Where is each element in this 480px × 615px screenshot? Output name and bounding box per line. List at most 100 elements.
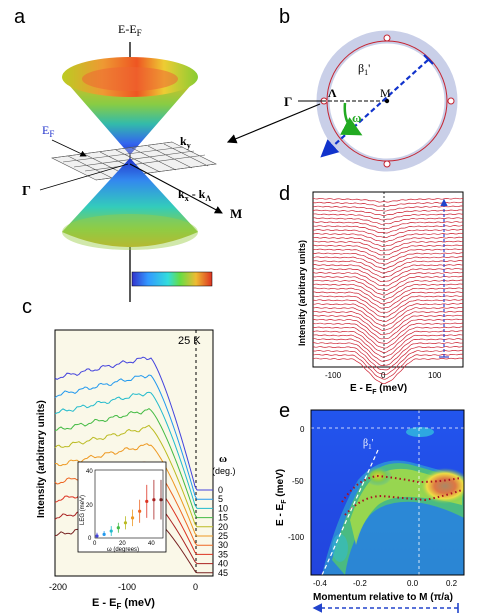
panel-label-d: d	[279, 183, 291, 205]
edc-curve	[54, 391, 213, 509]
panel-label-c: c	[22, 296, 32, 318]
edc-curve	[54, 356, 213, 491]
symmetrized-edc-curve	[312, 264, 464, 278]
symmetrized-edc-curve	[313, 303, 463, 323]
upper-cone	[62, 77, 198, 155]
symmetrized-edc-curve	[312, 267, 464, 282]
symmetrized-edc-curve	[312, 197, 464, 203]
inset-xlabel: ω (degrees)	[107, 547, 139, 553]
panel-e-xlabel: Momentum relative to M (π/a)	[313, 592, 453, 603]
panel-b-gamma-label: Γ	[284, 94, 292, 109]
inset-data-point	[138, 509, 142, 513]
panel-a-ky-label: ky	[180, 134, 191, 150]
symmetrized-edc-curve	[313, 240, 464, 252]
symmetrized-edc-curve	[313, 326, 464, 349]
symmetrized-edc-curve	[312, 291, 464, 309]
panel-d-xtick-1: 0	[381, 371, 386, 380]
omega-value-label: 25	[218, 531, 228, 541]
panel-e-xtick-1: -0.2	[353, 579, 367, 588]
symmetrized-edc-curve	[312, 248, 464, 260]
panel-c-xtick-1: -100	[118, 582, 136, 592]
symmetrized-edc-curve	[312, 224, 464, 234]
omega-value-label: 40	[218, 559, 228, 569]
panel-e-xtick-3: 0.2	[446, 579, 458, 588]
symmetrized-edc-curve	[312, 201, 464, 208]
panel-e-ytick-0: 0	[300, 425, 305, 434]
symmetrized-edc-curve	[312, 256, 464, 270]
symmetrized-edc-curve	[312, 318, 464, 340]
panel-b-omega-label: ω	[352, 110, 362, 125]
panel-d-xtick-2: 100	[428, 371, 442, 380]
symmetrized-edc-curve	[312, 353, 464, 380]
inset-data-point	[159, 498, 163, 502]
panel-b-lambda-label: Λ	[328, 86, 337, 100]
inset-ytick-1: 20	[86, 503, 93, 509]
symmetrized-edc-curve	[312, 306, 464, 327]
panel-a-gamma-label: Γ	[22, 184, 31, 199]
beta-guide-line	[321, 449, 379, 575]
inset-data-point	[152, 498, 156, 502]
symmetrized-edc-curve	[312, 244, 464, 256]
symmetrized-edc-curve	[313, 338, 464, 362]
omega-value-label: 10	[218, 503, 228, 513]
panel-label-a: a	[14, 6, 26, 28]
omega-value-label: 35	[218, 549, 228, 559]
fermi-plane-grid	[50, 141, 218, 181]
panel-c-ylabel: Intensity (arbitrary units)	[36, 400, 47, 518]
inset-ytick-0: 0	[88, 536, 92, 542]
panel-label-e: e	[279, 400, 291, 422]
panel-a-kx-label: kx - kΛ	[178, 187, 211, 203]
symmetrized-edc-curve	[312, 205, 464, 212]
panel-c-xtick-0: -200	[49, 582, 67, 592]
omega-value-label: 15	[218, 513, 228, 523]
inset-xtick-0: 0	[93, 541, 97, 547]
panel-b-fermi-surface: ω Γ Λ M β1'	[226, 30, 458, 172]
panel-c-xtick-2: 0	[193, 582, 198, 592]
edc-curve	[54, 424, 213, 528]
symmetrized-edc-curve	[312, 310, 464, 331]
panel-e-ylabel: E - EF (meV)	[275, 469, 288, 526]
symmetrized-edc-curve	[312, 322, 464, 344]
inset-data-point	[102, 532, 106, 536]
inset-xtick-2: 40	[148, 541, 155, 547]
inset-points	[95, 479, 163, 538]
inset-data-point	[145, 499, 149, 503]
symmetrized-edc-curve	[312, 357, 464, 385]
panel-b-beta-label: β1'	[358, 61, 370, 77]
lower-cone	[62, 158, 198, 247]
d-curves	[312, 197, 464, 385]
inset-ylabel: LEG (meV)	[80, 495, 86, 525]
symmetrized-edc-curve	[312, 330, 464, 354]
omega-value-label: 5	[218, 494, 223, 504]
omega-value-label: 0	[218, 485, 223, 495]
symmetrized-edc-curve	[312, 349, 464, 376]
inset-xtick-1: 20	[119, 541, 126, 547]
panel-connector-arrow	[226, 103, 321, 144]
inset-ytick-2: 40	[86, 469, 93, 475]
panel-e-beta-label: β1'	[363, 438, 374, 451]
symmetrized-edc-curve	[312, 252, 464, 265]
symmetrized-edc-curve	[312, 260, 464, 274]
symmetrized-edc-curve	[312, 345, 464, 371]
symmetrized-edc-curve	[312, 283, 464, 300]
inset-data-point	[123, 521, 128, 525]
panel-c-inset: 0 20 40 0 20 40 ω (degrees) LEG (meV)	[77, 461, 167, 553]
panel-d-frame	[312, 191, 464, 368]
panel-c-xlabel: E - EF (meV)	[92, 597, 155, 611]
omega-value-label: 45	[218, 568, 228, 578]
edc-curve	[54, 407, 213, 519]
symmetrized-edc-curve	[312, 299, 464, 318]
panel-d-edc-plot: Intensity (arbitrary units) -100 0 100 E…	[297, 191, 464, 396]
panel-e-ytick-2: -100	[288, 533, 305, 542]
symmetrized-edc-curve	[312, 295, 464, 313]
symmetrized-edc-curve	[312, 275, 464, 291]
symmetrized-edc-curve	[312, 213, 464, 221]
symmetrized-edc-curve	[313, 228, 464, 239]
symmetrized-edc-curve	[312, 342, 464, 366]
panel-a-dirac-cone: E-EF EF ky Γ M kx - kΛ	[22, 22, 242, 302]
panel-a-m-label: M	[230, 206, 242, 221]
panel-a-colorbar	[131, 271, 213, 287]
panel-d-xlabel: E - EF (meV)	[350, 383, 407, 396]
symmetrized-edc-curve	[312, 209, 464, 216]
